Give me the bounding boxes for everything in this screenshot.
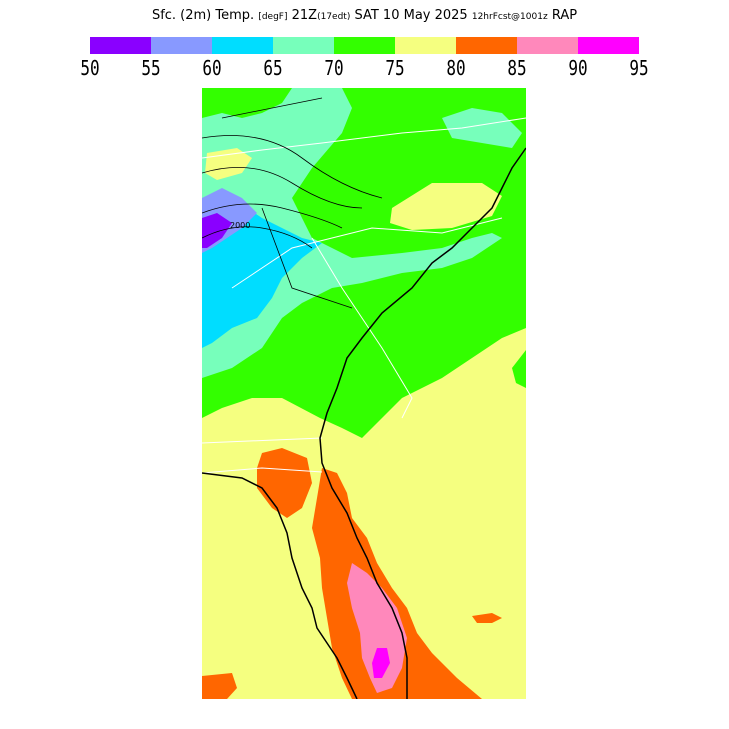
legend-tick-label: 95 — [629, 56, 649, 80]
title-date: SAT 10 May 2025 — [354, 8, 468, 23]
height-contours — [202, 97, 383, 309]
field-80-central — [312, 468, 482, 699]
legend-tick-label: 75 — [385, 56, 405, 80]
legend-swatch — [395, 37, 456, 54]
title-model: RAP — [551, 8, 578, 23]
title-main: Sfc. (2m) Temp. — [151, 8, 255, 23]
field-70-east — [512, 350, 526, 388]
color-legend — [90, 37, 639, 54]
field-80-gulf — [472, 613, 502, 623]
legend-tick-label: 60 — [202, 56, 222, 80]
chart-title: Sfc. (2m) Temp. [degF] 21Z(17edt) SAT 10… — [0, 8, 729, 23]
color-legend-ticks: 50 55 60 65 70 75 80 85 90 95 — [75, 56, 675, 80]
title-local-time: (17edt) — [317, 12, 351, 22]
legend-tick-label: 50 — [80, 56, 100, 80]
legend-swatch — [90, 37, 151, 54]
legend-tick-label: 90 — [568, 56, 588, 80]
field-75-north — [390, 183, 502, 230]
contour-label: 2000 — [230, 221, 250, 230]
coastline — [202, 147, 526, 699]
legend-swatch — [334, 37, 395, 54]
legend-tick-label: 70 — [324, 56, 344, 80]
field-65-east — [442, 108, 522, 148]
legend-tick-label: 85 — [507, 56, 527, 80]
legend-tick-label: 65 — [263, 56, 283, 80]
legend-swatch — [578, 37, 639, 54]
title-valid-time: 21Z — [291, 8, 318, 23]
field-65 — [202, 88, 502, 378]
title-forecast: 12hrFcst@1001z — [471, 12, 548, 22]
field-70-pocket — [202, 88, 292, 118]
title-units: [degF] — [258, 12, 288, 22]
legend-swatch — [151, 37, 212, 54]
legend-swatch — [212, 37, 273, 54]
temperature-map: 2000 — [202, 88, 526, 699]
field-80-sw — [202, 673, 237, 699]
field-50 — [202, 213, 232, 248]
field-60 — [202, 198, 322, 348]
legend-tick-label: 55 — [141, 56, 161, 80]
legend-swatch — [273, 37, 334, 54]
legend-tick-label: 80 — [446, 56, 466, 80]
legend-swatch — [456, 37, 517, 54]
state-boundaries — [202, 117, 526, 474]
legend-swatch — [517, 37, 578, 54]
field-85 — [347, 563, 407, 693]
field-90 — [372, 648, 390, 678]
